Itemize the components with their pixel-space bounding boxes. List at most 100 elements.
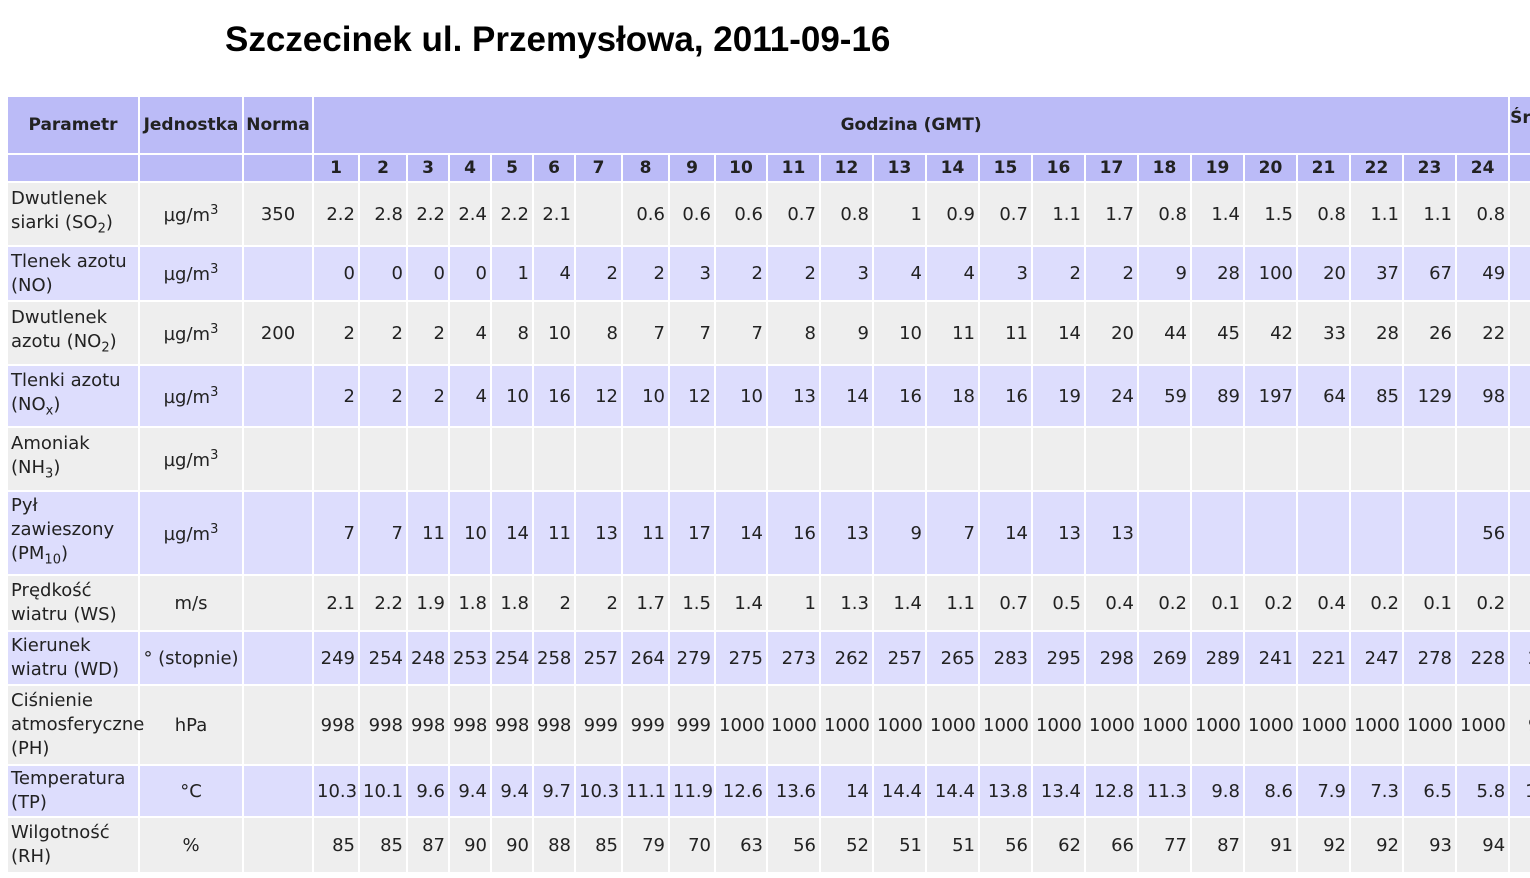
hour-header: 22: [1351, 155, 1402, 181]
hour-value: 265: [927, 632, 978, 684]
hour-value: 85: [314, 818, 358, 872]
data-row: Amoniak (NH3) µg/m3: [8, 428, 1530, 490]
hour-value: 3: [670, 247, 714, 300]
name-after: ): [105, 211, 113, 233]
parameter-name: Temperatura (TP): [8, 766, 138, 816]
hour-value: 1000: [1245, 686, 1296, 764]
hour-value: 92: [1298, 818, 1349, 872]
hour-value: 9: [1139, 247, 1190, 300]
hour-value: 999: [623, 686, 668, 764]
hour-value: 45: [1192, 302, 1243, 364]
hour-value: 33: [1298, 302, 1349, 364]
data-row: Pył zawieszony (PM10) µg/m3 7 7 11 10 14 11 13 11…: [8, 492, 1530, 574]
hour-value: 295: [1033, 632, 1084, 684]
hour-value: 998: [314, 686, 358, 764]
unit-sup: 3: [210, 521, 219, 537]
hour-value: 2: [360, 302, 406, 364]
unit: µg/m3: [140, 302, 242, 364]
norm: [244, 818, 312, 872]
hour-value: 93: [1404, 818, 1455, 872]
name-after: ): [60, 542, 68, 564]
norm: [244, 766, 312, 816]
hour-header: 14: [927, 155, 978, 181]
hour-value: 94: [1457, 818, 1509, 872]
unit-sup: 3: [210, 262, 219, 277]
hour-value: 98: [1457, 366, 1509, 426]
hour-value: 9.4: [492, 766, 532, 816]
hour-value: 12.8: [1086, 766, 1137, 816]
hour-value: 4: [450, 302, 490, 364]
data-row: Dwutlenek siarki (SO2) µg/m3 350 2.2 2.8 2.2 2…: [8, 183, 1530, 245]
norm: [244, 686, 312, 764]
hour-value: 24: [1086, 366, 1137, 426]
hour-header: 11: [768, 155, 819, 181]
hour-value: 62: [1033, 818, 1084, 872]
hour-value: 1: [768, 576, 819, 630]
unit-text: µg/m: [163, 449, 211, 471]
parameter-name: Prędkość wiatru (WS): [8, 576, 138, 630]
hour-value: 1.5: [1245, 183, 1296, 245]
hour-value: 7: [716, 302, 766, 364]
parameter-name: Amoniak (NH3): [8, 428, 138, 490]
hour-value: 11.1: [623, 766, 668, 816]
hour-value: 10: [492, 366, 532, 426]
hour-value: 129: [1404, 366, 1455, 426]
hour-value: 85: [1351, 366, 1402, 426]
hour-value: 11: [408, 492, 448, 574]
data-row: Dwutlenek azotu (NO2) µg/m3 200 2 2 2 4 8 10 8 7 7 7…: [8, 302, 1530, 364]
unit: µg/m3: [140, 492, 242, 574]
hour-value: [1298, 492, 1349, 574]
name-sub: 10: [44, 552, 61, 568]
hour-value: [450, 428, 490, 490]
hour-value: 1.4: [874, 576, 925, 630]
hour-value: 1000: [1404, 686, 1455, 764]
hour-value: 10: [534, 302, 574, 364]
hour-value: 0.8: [1298, 183, 1349, 245]
hour-value: [1457, 428, 1509, 490]
hour-value: 1000: [1033, 686, 1084, 764]
hour-value: 18: [927, 366, 978, 426]
hour-value: 0.7: [980, 183, 1031, 245]
hour-value: 10.1: [360, 766, 406, 816]
hour-value: 2.1: [534, 183, 574, 245]
norm: [244, 492, 312, 574]
hour-value: 14: [821, 366, 872, 426]
name-sub: x: [45, 403, 54, 419]
hour-value: 1000: [874, 686, 925, 764]
hour-value: 1000: [1457, 686, 1509, 764]
hour-value: [716, 428, 766, 490]
hour-value: 1000: [716, 686, 766, 764]
hour-value: 1000: [927, 686, 978, 764]
column-header: Parametr: [8, 97, 138, 153]
hour-value: 1.8: [492, 576, 532, 630]
hour-value: 12: [670, 366, 714, 426]
hour-value: 262: [821, 632, 872, 684]
hour-header: 24: [1457, 155, 1509, 181]
hour-value: 3: [821, 247, 872, 300]
hour-header: 23: [1404, 155, 1455, 181]
hour-value: 16: [874, 366, 925, 426]
unit-text: °C: [180, 780, 202, 802]
hour-value: 88: [534, 818, 574, 872]
hour-value: 85: [576, 818, 621, 872]
hour-value: 7: [623, 302, 668, 364]
hour-header: 21: [1298, 155, 1349, 181]
hour-value: 20: [1298, 247, 1349, 300]
hour-value: 0: [314, 247, 358, 300]
name-sub: 2: [101, 340, 110, 356]
hour-value: 1.7: [623, 576, 668, 630]
hour-value: [1351, 428, 1402, 490]
hour-value: 67: [1404, 247, 1455, 300]
column-header: Średnia(1): [1510, 97, 1530, 153]
hour-value: 14.4: [874, 766, 925, 816]
hour-value: 13: [576, 492, 621, 574]
average: 14: [1510, 492, 1530, 574]
hour-value: 228: [1457, 632, 1509, 684]
hour-value: 1000: [980, 686, 1031, 764]
hour-value: 999: [576, 686, 621, 764]
unit-sup: 3: [210, 202, 219, 218]
hour-value: 16: [768, 492, 819, 574]
hour-value: 6.5: [1404, 766, 1455, 816]
hour-value: 87: [408, 818, 448, 872]
